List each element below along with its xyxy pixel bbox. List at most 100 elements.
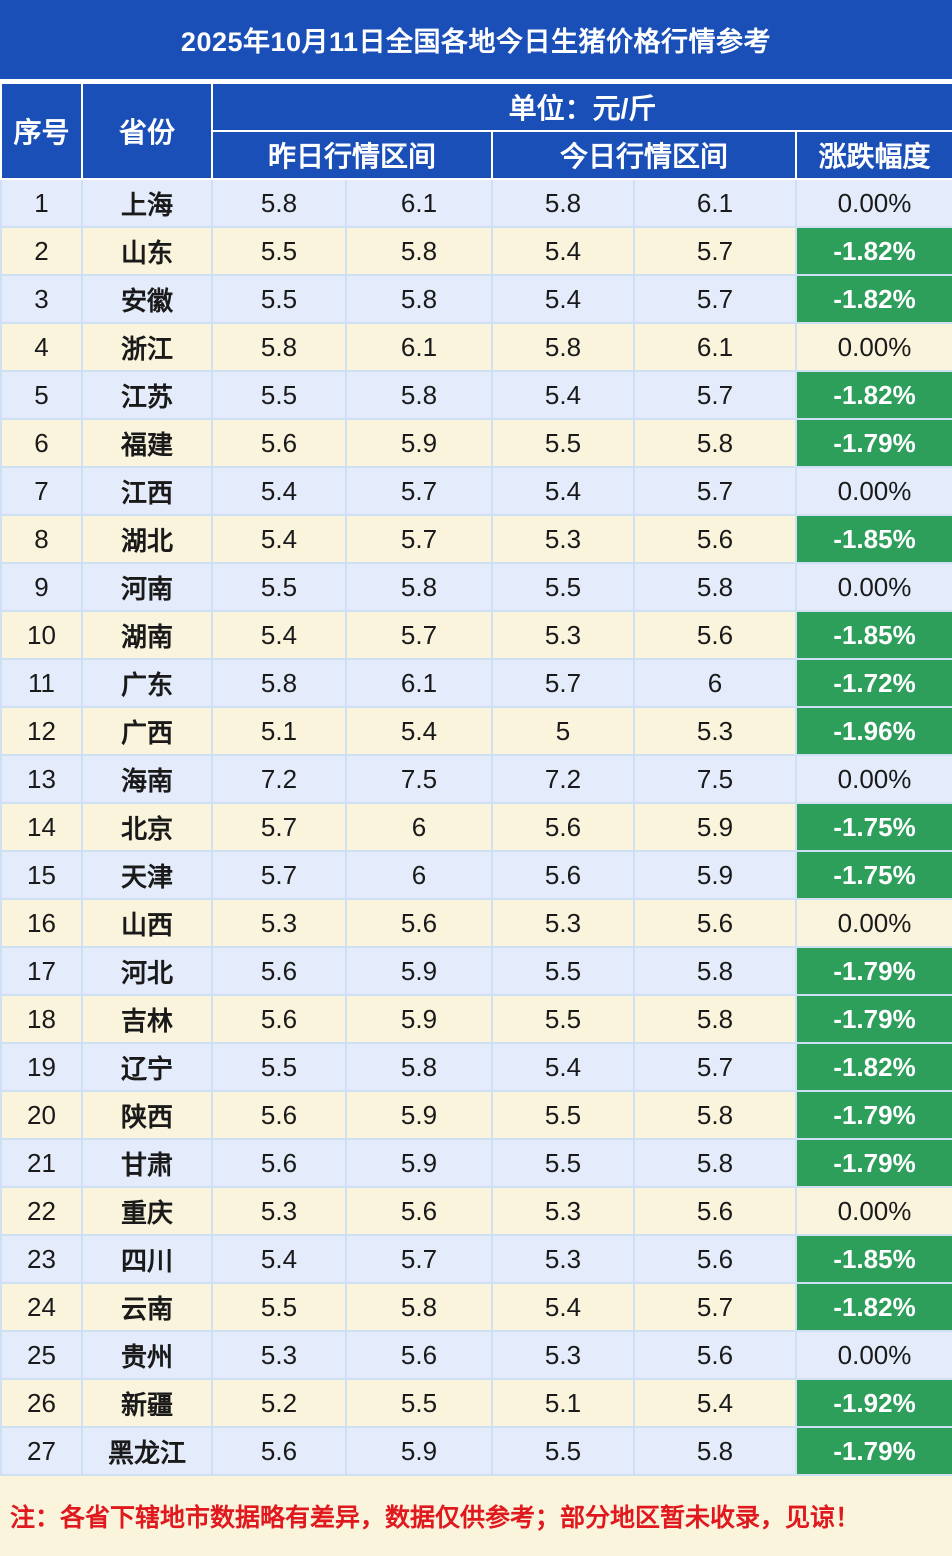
yesterday-high-cell: 5.6 [345,1186,493,1236]
today-high-cell: 5.7 [633,226,797,276]
table-row: 2 山东 5.5 5.8 5.4 5.7 -1.82% [0,226,952,276]
today-low-cell: 5.3 [491,898,635,948]
province-cell: 四川 [81,1234,213,1284]
today-high-cell: 5.6 [633,610,797,660]
today-high-cell: 5.6 [633,1186,797,1236]
today-high-cell: 6.1 [633,322,797,372]
seq-cell: 6 [0,418,83,468]
table-row: 9 河南 5.5 5.8 5.5 5.8 0.00% [0,562,952,612]
today-high-cell: 5.8 [633,1426,797,1476]
table-row: 16 山西 5.3 5.6 5.3 5.6 0.00% [0,898,952,948]
col-header-today: 今日行情区间 [491,130,797,180]
change-cell: -1.79% [794,946,952,996]
today-low-cell: 5.6 [491,850,635,900]
yesterday-high-cell: 5.9 [345,1138,493,1188]
seq-cell: 15 [0,850,83,900]
today-high-cell: 5.8 [633,562,797,612]
today-low-cell: 5.3 [491,1186,635,1236]
seq-cell: 9 [0,562,83,612]
today-high-cell: 5.7 [633,274,797,324]
seq-cell: 17 [0,946,83,996]
change-cell: -1.79% [794,1426,952,1476]
col-header-seq: 序号 [0,82,83,180]
unit-header: 单位：元/斤 [210,82,952,132]
change-cell: -1.75% [794,802,952,852]
table-body: 1 上海 5.8 6.1 5.8 6.1 0.00% 2 山东 5.5 5.8 5.4 5.7 -1.82… [0,178,952,1476]
yesterday-low-cell: 5.3 [211,1330,347,1380]
footnote: 注：各省下辖地市数据略有差异，数据仅供参考；部分地区暂未收录，见谅！ [0,1474,952,1556]
col-header-yesterday: 昨日行情区间 [211,130,493,180]
yesterday-high-cell: 5.9 [345,994,493,1044]
province-cell: 陕西 [81,1090,213,1140]
table-row: 26 新疆 5.2 5.5 5.1 5.4 -1.92% [0,1378,952,1428]
province-cell: 天津 [81,850,213,900]
yesterday-high-cell: 6.1 [345,658,493,708]
table-row: 11 广东 5.8 6.1 5.7 6 -1.72% [0,658,952,708]
today-low-cell: 5.4 [491,1282,635,1332]
today-low-cell: 5.4 [491,370,635,420]
today-low-cell: 5.7 [491,658,635,708]
yesterday-low-cell: 5.3 [211,898,347,948]
today-high-cell: 5.7 [633,370,797,420]
today-low-cell: 5.3 [491,514,635,564]
today-low-cell: 5.4 [491,466,635,516]
table-row: 27 黑龙江 5.6 5.9 5.5 5.8 -1.79% [0,1426,952,1476]
province-cell: 辽宁 [81,1042,213,1092]
change-cell: 0.00% [794,322,952,372]
change-cell: -1.79% [794,418,952,468]
change-cell: -1.72% [794,658,952,708]
yesterday-high-cell: 6 [345,802,493,852]
yesterday-high-cell: 5.8 [345,1042,493,1092]
change-cell: -1.79% [794,1138,952,1188]
table-row: 20 陕西 5.6 5.9 5.5 5.8 -1.79% [0,1090,952,1140]
province-cell: 江苏 [81,370,213,420]
seq-cell: 27 [0,1426,83,1476]
change-cell: -1.79% [794,1090,952,1140]
today-low-cell: 5.8 [491,178,635,228]
table-row: 1 上海 5.8 6.1 5.8 6.1 0.00% [0,178,952,228]
seq-cell: 20 [0,1090,83,1140]
yesterday-high-cell: 5.8 [345,226,493,276]
today-low-cell: 5 [491,706,635,756]
seq-cell: 26 [0,1378,83,1428]
table-row: 21 甘肃 5.6 5.9 5.5 5.8 -1.79% [0,1138,952,1188]
seq-cell: 14 [0,802,83,852]
table-row: 23 四川 5.4 5.7 5.3 5.6 -1.85% [0,1234,952,1284]
province-cell: 广东 [81,658,213,708]
change-cell: 0.00% [794,562,952,612]
yesterday-high-cell: 5.6 [345,1330,493,1380]
change-cell: 0.00% [794,898,952,948]
province-cell: 黑龙江 [81,1426,213,1476]
today-low-cell: 5.5 [491,994,635,1044]
price-table: 序号 省份 单位：元/斤 昨日行情区间 今日行情区间 涨跌幅度 1 上海 5.8 6.… [0,82,952,1476]
today-low-cell: 5.6 [491,802,635,852]
today-high-cell: 5.9 [633,850,797,900]
today-high-cell: 5.9 [633,802,797,852]
yesterday-low-cell: 5.8 [211,178,347,228]
today-high-cell: 5.8 [633,418,797,468]
province-cell: 湖北 [81,514,213,564]
yesterday-high-cell: 5.8 [345,370,493,420]
change-cell: -1.92% [794,1378,952,1428]
yesterday-low-cell: 7.2 [211,754,347,804]
seq-cell: 22 [0,1186,83,1236]
yesterday-low-cell: 5.7 [211,850,347,900]
today-high-cell: 5.8 [633,1090,797,1140]
province-cell: 湖南 [81,610,213,660]
yesterday-low-cell: 5.2 [211,1378,347,1428]
yesterday-high-cell: 5.9 [345,1090,493,1140]
province-cell: 安徽 [81,274,213,324]
province-cell: 北京 [81,802,213,852]
today-low-cell: 5.3 [491,610,635,660]
yesterday-low-cell: 5.1 [211,706,347,756]
page-title: 2025年10月11日全国各地今日生猪价格行情参考 [0,0,952,82]
province-cell: 河北 [81,946,213,996]
seq-cell: 13 [0,754,83,804]
change-cell: 0.00% [794,1186,952,1236]
today-low-cell: 5.5 [491,1426,635,1476]
yesterday-low-cell: 5.8 [211,322,347,372]
table-row: 3 安徽 5.5 5.8 5.4 5.7 -1.82% [0,274,952,324]
province-cell: 福建 [81,418,213,468]
seq-cell: 16 [0,898,83,948]
